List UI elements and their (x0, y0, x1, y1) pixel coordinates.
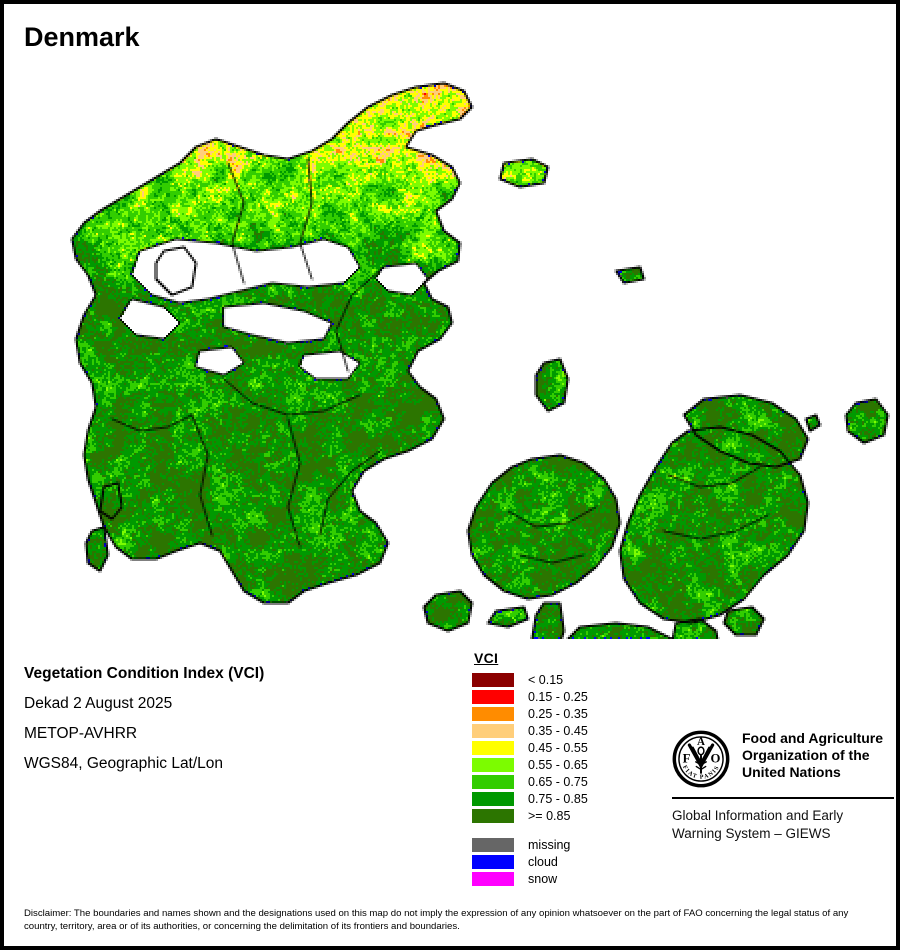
legend-class-row: 0.25 - 0.35 (472, 705, 652, 722)
map-area[interactable] (8, 59, 896, 639)
legend-class-swatch (472, 706, 514, 721)
legend-extra-swatch (472, 871, 514, 886)
legend-class-row: 0.65 - 0.75 (472, 773, 652, 790)
fao-organization-name: Food and Agriculture Organization of the… (742, 730, 883, 781)
legend-class-label: 0.35 - 0.45 (528, 723, 588, 738)
giews-line-1: Global Information and Early (672, 808, 844, 823)
fao-logo-row: F A O FIAT PANIS Food and Agriculture Or… (672, 730, 896, 788)
legend-class-row: 0.45 - 0.55 (472, 739, 652, 756)
metadata-sensor: METOP-AVHRR (24, 725, 138, 742)
legend-class-label: >= 0.85 (528, 808, 571, 823)
legend-class-row: < 0.15 (472, 671, 652, 688)
legend-class-swatch (472, 672, 514, 687)
giews-line-2: Warning System – GIEWS (672, 826, 831, 841)
legend-extra-swatch (472, 854, 514, 869)
legend-extra-swatch (472, 837, 514, 852)
legend-class-label: 0.15 - 0.25 (528, 689, 588, 704)
vci-raster-canvas[interactable] (8, 59, 896, 639)
legend-class-row: >= 0.85 (472, 807, 652, 824)
legend-class-row: 0.35 - 0.45 (472, 722, 652, 739)
legend-extra-label: snow (528, 871, 558, 886)
fao-org-line-1: Food and Agriculture (742, 730, 884, 746)
legend-class-row: 0.55 - 0.65 (472, 756, 652, 773)
map-metadata: Vegetation Condition Index (VCI) Dekad 2… (24, 659, 444, 779)
legend-class-swatch (472, 689, 514, 704)
fao-org-line-3: United Nations (742, 764, 841, 780)
disclaimer-text: Disclaimer: The boundaries and names sho… (24, 908, 849, 932)
fao-divider (672, 797, 894, 799)
legend-class-label: 0.65 - 0.75 (528, 774, 588, 789)
legend-extra-list: missing cloud snow (472, 836, 652, 887)
fao-emblem-icon: F A O FIAT PANIS (672, 730, 730, 788)
legend-class-swatch (472, 774, 514, 789)
legend-class-label: < 0.15 (528, 672, 564, 687)
legend-class-swatch (472, 791, 514, 806)
metadata-product: Vegetation Condition Index (VCI) (24, 665, 265, 682)
legend-class-label: 0.45 - 0.55 (528, 740, 588, 755)
legend-class-swatch (472, 740, 514, 755)
svg-text:F: F (683, 751, 691, 765)
legend-extra-row: cloud (472, 853, 652, 870)
metadata-period: Dekad 2 August 2025 (24, 695, 173, 712)
legend-class-list: < 0.15 0.15 - 0.25 0.25 - 0.35 0.35 - 0.45 0… (472, 671, 652, 824)
giews-system-name: Global Information and Early Warning Sys… (672, 807, 896, 843)
legend-class-row: 0.75 - 0.85 (472, 790, 652, 807)
page-title: Denmark (24, 22, 140, 52)
legend-class-label: 0.55 - 0.65 (528, 757, 588, 772)
legend-class-label: 0.75 - 0.85 (528, 791, 588, 806)
legend-class-row: 0.15 - 0.25 (472, 688, 652, 705)
legend-extra-row: missing (472, 836, 652, 853)
legend-class-swatch (472, 723, 514, 738)
legend-class-swatch (472, 808, 514, 823)
legend-class-swatch (472, 757, 514, 772)
legend-extra-label: cloud (528, 854, 558, 869)
fao-org-line-2: Organization of the (742, 747, 870, 763)
legend-extra-label: missing (528, 837, 571, 852)
legend-title: VCI (474, 650, 499, 666)
metadata-projection: WGS84, Geographic Lat/Lon (24, 755, 224, 772)
legend-extra-row: snow (472, 870, 652, 887)
legend-class-label: 0.25 - 0.35 (528, 706, 588, 721)
fao-branding: F A O FIAT PANIS Food and Agriculture Or… (672, 730, 896, 843)
svg-text:A: A (697, 736, 705, 748)
svg-text:O: O (711, 751, 721, 765)
map-legend: VCI < 0.15 0.15 - 0.25 0.25 - 0.35 0.35 - 0… (472, 650, 652, 887)
